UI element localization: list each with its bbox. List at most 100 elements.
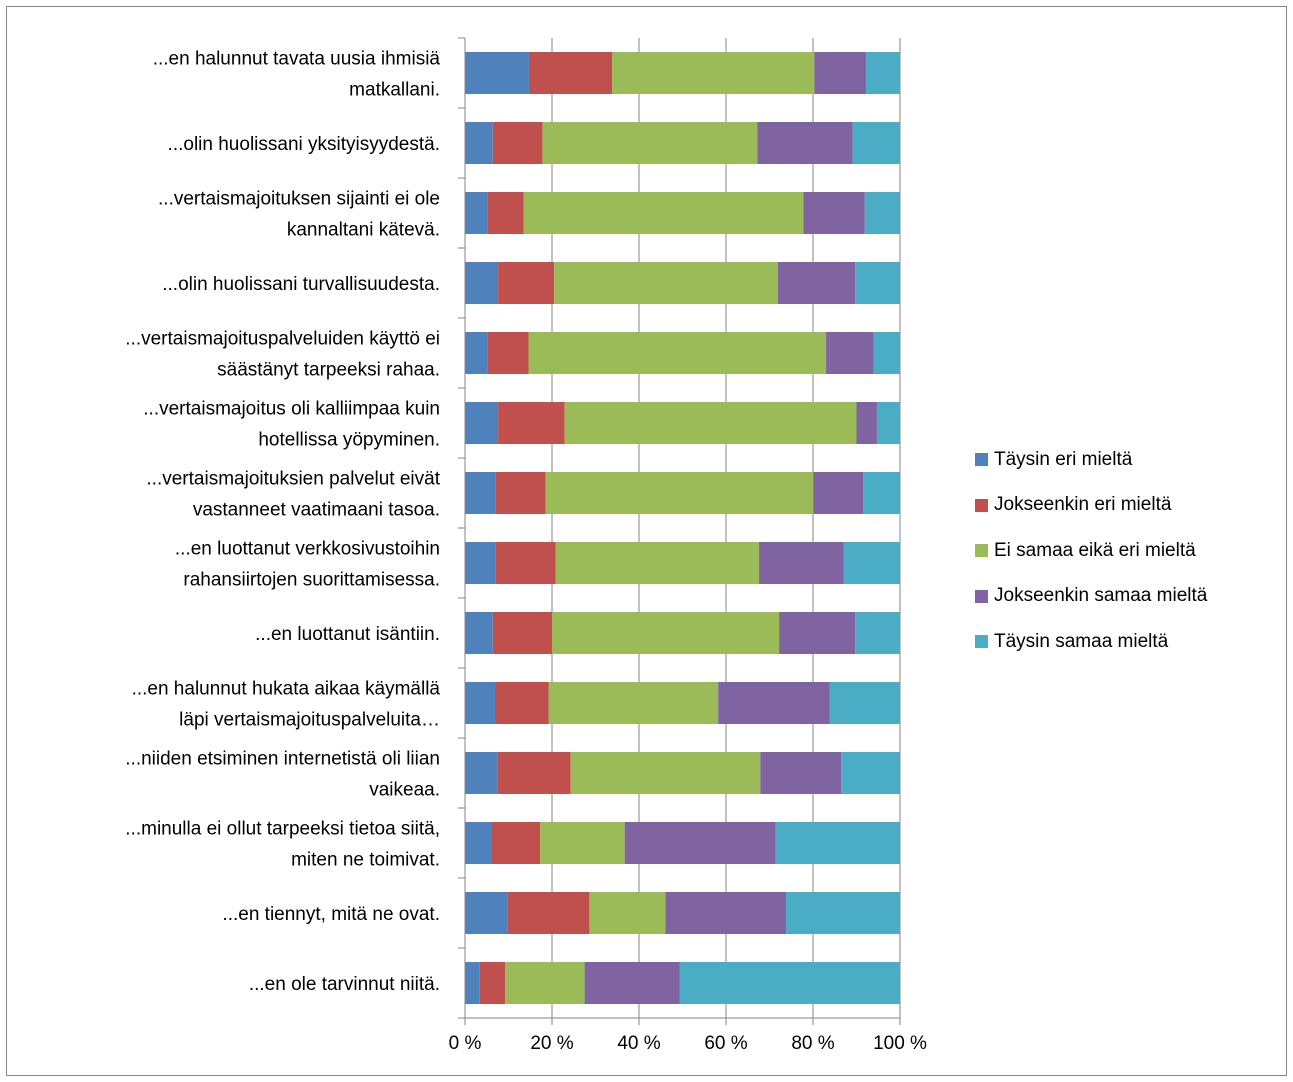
bar-segment xyxy=(540,822,625,864)
legend-item: Täysin samaa mieltä xyxy=(975,619,1207,665)
bar-segment xyxy=(864,192,900,234)
bar-segment xyxy=(487,192,524,234)
legend-label: Täysin eri mieltä xyxy=(994,448,1133,470)
legend-label: Jokseenkin samaa mieltä xyxy=(994,585,1208,607)
x-tick-label: 0 % xyxy=(449,1033,482,1054)
bar-segment xyxy=(465,122,493,164)
bar-segment xyxy=(873,332,900,374)
category-label: ...en tiennyt, mitä ne ovat. xyxy=(222,904,440,925)
bar-segment xyxy=(465,682,496,724)
bar-segment xyxy=(564,402,857,444)
bar-segment xyxy=(852,122,900,164)
bar-segment xyxy=(612,52,815,94)
category-label: ...olin huolissani turvallisuudesta. xyxy=(162,274,440,295)
category-label-line: hotellissa yöpyminen. xyxy=(258,430,440,451)
category-label-line: ...niiden etsiminen internetistä oli lii… xyxy=(125,749,440,770)
bar-segment xyxy=(548,682,719,724)
category-label: ...en luottanut isäntiin. xyxy=(255,624,440,645)
bar-segment xyxy=(856,402,877,444)
legend-swatch xyxy=(975,453,988,467)
category-label: ...vertaismajoituspalveluiden käyttö ei s… xyxy=(125,329,440,381)
bar-segment xyxy=(775,822,900,864)
bar-segment xyxy=(528,332,827,374)
legend-label: Täysin samaa mieltä xyxy=(994,630,1169,652)
category-label: ...en ole tarvinnut niitä. xyxy=(249,974,440,995)
bar-segment xyxy=(492,122,543,164)
category-label-line: vastanneet vaatimaani tasoa. xyxy=(193,500,440,521)
category-label-line: ...en luottanut verkkosivustoihin xyxy=(175,539,440,560)
bar-segment xyxy=(866,52,900,94)
bar-segment xyxy=(555,542,760,584)
bar-segment xyxy=(507,892,590,934)
bar-segment xyxy=(542,122,758,164)
category-label-line: ...olin huolissani yksityisyydestä. xyxy=(168,134,440,155)
bar-segment xyxy=(855,612,900,654)
category-label: ...en halunnut hukata aikaa käymällä läpi… xyxy=(132,679,441,731)
category-label: ...en luottanut verkkosivustoihin rahansi… xyxy=(175,539,440,591)
category-label-line: miten ne toimivat. xyxy=(291,850,440,871)
bar-segment xyxy=(528,52,613,94)
gridlines xyxy=(551,38,901,1018)
bar-segment xyxy=(523,192,804,234)
bar-segment xyxy=(479,962,506,1004)
category-label-line: läpi vertaismajoituspalveluita… xyxy=(179,710,440,731)
legend-label: Ei samaa eikä eri mieltä xyxy=(994,539,1196,561)
category-labels: ...en halunnut tavata uusia ihmisiä matka… xyxy=(125,49,440,996)
bar-segment xyxy=(465,612,493,654)
tick-labels: 0 % 20 % 40 % 60 % 80 % 100 % xyxy=(449,1033,927,1054)
x-tick-label: 80 % xyxy=(791,1033,834,1054)
bar-segment xyxy=(465,332,488,374)
category-label-line: matkallani. xyxy=(349,80,440,101)
legend-item: Täysin eri mieltä xyxy=(975,437,1207,483)
bar-segment xyxy=(492,612,552,654)
bar-segment xyxy=(760,752,842,794)
category-label: ...vertaismajoituksen sijainti ei ole kan… xyxy=(158,189,440,241)
x-tick-label: 60 % xyxy=(704,1033,747,1054)
category-label: ...en halunnut tavata uusia ihmisiä matka… xyxy=(153,49,441,101)
bar-segment xyxy=(841,752,900,794)
bar-segment xyxy=(665,892,787,934)
bar-segment xyxy=(497,752,571,794)
bar-segment xyxy=(545,472,814,514)
bar-segment xyxy=(498,402,565,444)
legend-label: Jokseenkin eri mieltä xyxy=(994,494,1172,516)
axes xyxy=(458,37,901,1025)
category-label-line: vaikeaa. xyxy=(369,780,440,801)
legend-item: Ei samaa eikä eri mieltä xyxy=(975,528,1207,574)
bar-segment xyxy=(505,962,585,1004)
legend-swatch xyxy=(975,635,988,649)
bar-segment xyxy=(465,472,496,514)
bar-segment xyxy=(876,402,900,444)
bar-segment xyxy=(855,262,900,304)
bar-segment xyxy=(843,542,900,584)
category-label-line: ...vertaismajoitus oli kalliimpaa kuin xyxy=(143,399,440,420)
bar-segment xyxy=(465,402,499,444)
legend: Täysin eri mieltä Jokseenkin eri mieltä Ei… xyxy=(975,437,1207,665)
category-label: ...vertaismajoituksien palvelut eivät vas… xyxy=(146,469,440,521)
category-label-line: ...olin huolissani turvallisuudesta. xyxy=(162,274,440,295)
bar-segment xyxy=(679,962,900,1004)
category-label-line: kannaltani kätevä. xyxy=(287,220,440,241)
bar-segment xyxy=(465,892,508,934)
category-label-line: ...en halunnut tavata uusia ihmisiä xyxy=(153,49,441,70)
category-label: ...niiden etsiminen internetistä oli lii… xyxy=(125,749,440,801)
bar-segment xyxy=(465,822,492,864)
bar-segment xyxy=(803,192,865,234)
x-tick-label: 100 % xyxy=(873,1033,927,1054)
bar-segment xyxy=(465,542,496,584)
bar-segment xyxy=(495,542,556,584)
bar-segment xyxy=(495,682,549,724)
bar-segment xyxy=(814,52,867,94)
x-tick-label: 20 % xyxy=(530,1033,573,1054)
bar-segment xyxy=(498,262,555,304)
legend-item: Jokseenkin eri mieltä xyxy=(975,483,1207,529)
bar-segment xyxy=(757,122,853,164)
bar-segment xyxy=(589,892,666,934)
bar-segment xyxy=(552,612,780,654)
bar-segment xyxy=(465,52,529,94)
bar-segment xyxy=(624,822,776,864)
bar-segment xyxy=(465,192,488,234)
bar-segment xyxy=(491,822,541,864)
bar-segment xyxy=(465,752,498,794)
